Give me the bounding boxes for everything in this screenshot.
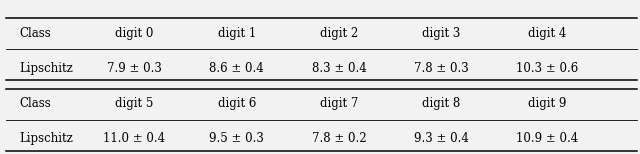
Text: 9.5 ± 0.3: 9.5 ± 0.3 [209, 132, 264, 145]
Text: Lipschitz: Lipschitz [19, 62, 73, 75]
Text: 9.3 ± 0.4: 9.3 ± 0.4 [414, 132, 469, 145]
Text: digit 8: digit 8 [422, 97, 461, 110]
Text: Class: Class [19, 27, 51, 40]
Text: digit 6: digit 6 [218, 97, 256, 110]
Text: digit 3: digit 3 [422, 27, 461, 40]
Text: 7.9 ± 0.3: 7.9 ± 0.3 [107, 62, 162, 75]
Text: Lipschitz: Lipschitz [19, 132, 73, 145]
Text: 11.0 ± 0.4: 11.0 ± 0.4 [103, 132, 166, 145]
Text: Class: Class [19, 97, 51, 110]
Text: digit 2: digit 2 [320, 27, 358, 40]
Text: 10.3 ± 0.6: 10.3 ± 0.6 [516, 62, 579, 75]
Text: 8.6 ± 0.4: 8.6 ± 0.4 [209, 62, 264, 75]
Text: 7.8 ± 0.2: 7.8 ± 0.2 [312, 132, 367, 145]
Text: 7.8 ± 0.3: 7.8 ± 0.3 [414, 62, 469, 75]
Text: 10.9 ± 0.4: 10.9 ± 0.4 [516, 132, 579, 145]
Text: 8.3 ± 0.4: 8.3 ± 0.4 [312, 62, 367, 75]
Text: digit 9: digit 9 [528, 97, 566, 110]
Text: digit 0: digit 0 [115, 27, 154, 40]
Text: digit 7: digit 7 [320, 97, 358, 110]
Text: digit 4: digit 4 [528, 27, 566, 40]
Text: digit 5: digit 5 [115, 97, 154, 110]
Text: digit 1: digit 1 [218, 27, 256, 40]
